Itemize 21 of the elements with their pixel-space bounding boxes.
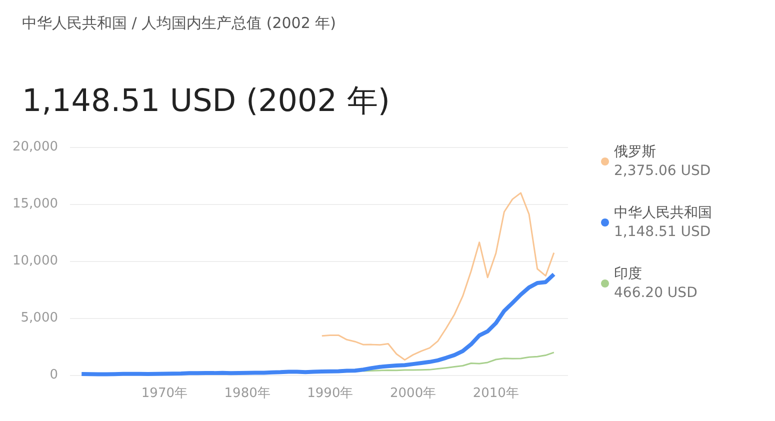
- y-tick-label: 20,000: [12, 140, 58, 154]
- x-tick-label: 1980年: [224, 386, 270, 401]
- y-tick-label: 5,000: [20, 310, 58, 326]
- y-tick-label: 0: [50, 368, 58, 382]
- line-series: [321, 192, 555, 361]
- legend-label: 印度: [614, 266, 642, 282]
- text: 466.20 USD: [614, 285, 698, 301]
- legend-label: 俄罗斯: [614, 144, 656, 160]
- text: 1,148.51 USD: [614, 224, 711, 240]
- chart-subtitle: 1,148.51 USD (2002 年): [22, 82, 390, 121]
- line-series: [80, 272, 556, 376]
- line-series: [362, 352, 555, 372]
- text: 2,375.06 USD: [614, 163, 711, 179]
- y-tick-label: 15,000: [12, 196, 58, 212]
- x-tick-label: 2010年: [472, 386, 519, 401]
- chart-title: 中华人民共和国 / 人均国内生产总值 (2002 年): [22, 14, 336, 33]
- x-tick-label: 1990年: [307, 386, 354, 401]
- y-tick-label: 10,000: [12, 254, 58, 268]
- x-tick-label: 1970年: [141, 386, 188, 401]
- x-tick-label: 2000年: [390, 386, 436, 401]
- legend-label: 中华人民共和国: [614, 205, 712, 221]
